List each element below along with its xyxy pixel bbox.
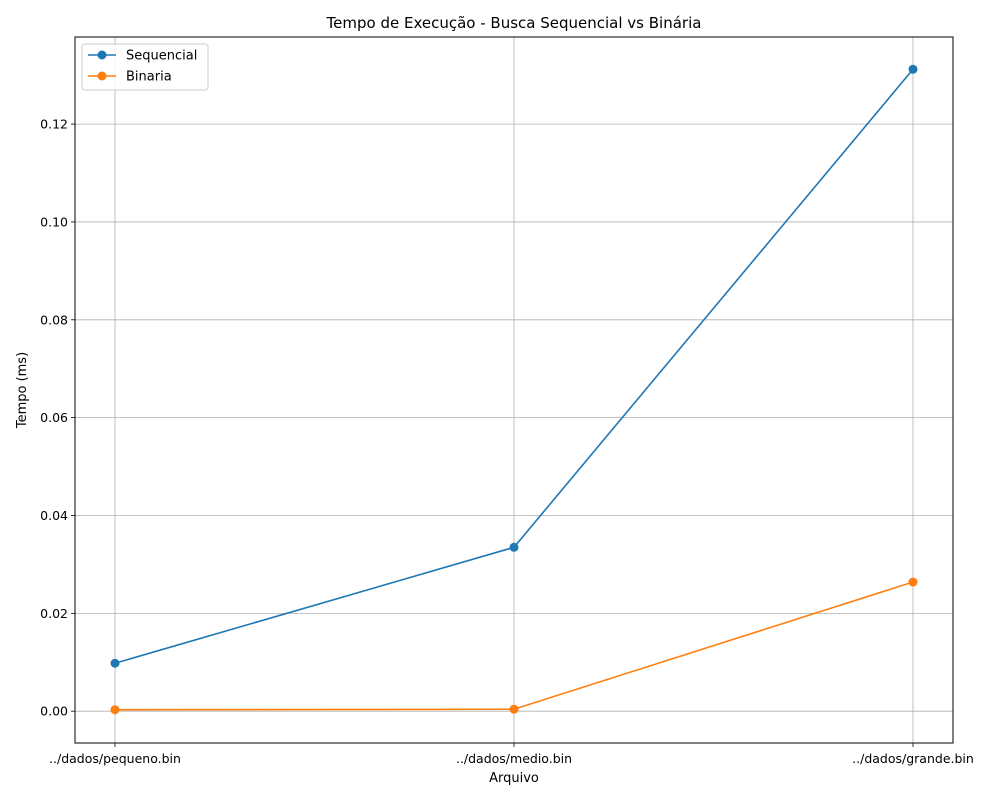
y-tick-label: 0.10 [40,214,68,229]
data-point-sequencial [110,658,120,668]
y-axis-label: Tempo (ms) [15,352,30,429]
x-axis-label: Arquivo [489,771,539,786]
legend-label-sequencial: Sequencial [126,49,197,64]
y-tick-label: 0.02 [40,606,68,621]
y-tick-label: 0.00 [40,704,68,719]
data-point-sequencial [908,64,918,74]
y-tick-label: 0.12 [40,117,68,132]
grid [75,37,953,743]
y-tick-label: 0.08 [40,312,68,327]
data-point-sequencial [509,542,519,552]
data-point-binaria [509,704,519,714]
x-tick-label: ../dados/grande.bin [852,751,974,766]
legend-label-binaria: Binaria [126,70,172,85]
legend-marker-sequencial [97,50,107,60]
y-tick-label: 0.06 [40,410,68,425]
legend-marker-binaria [97,71,107,81]
x-tick-label: ../dados/medio.bin [456,751,572,766]
x-tick-label: ../dados/pequeno.bin [49,751,181,766]
chart-title: Tempo de Execução - Busca Sequencial vs … [326,14,702,32]
legend: Sequencial Binaria [81,43,209,91]
data-point-binaria [110,705,120,715]
series-layer [110,64,918,715]
data-point-binaria [908,577,918,587]
ticks: 0.00 0.02 0.04 0.06 0.08 0.10 0.12 ../dados/peq… [40,117,974,766]
y-tick-label: 0.04 [40,508,68,523]
